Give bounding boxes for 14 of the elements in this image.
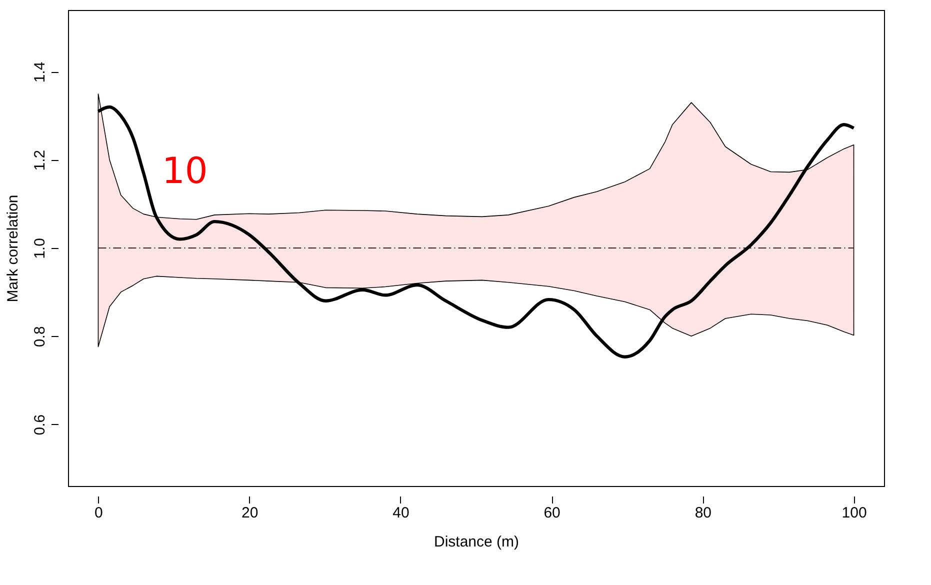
y-tick-label: 1.4	[32, 62, 48, 83]
y-tick-label: 1.2	[32, 150, 48, 171]
y-tick-label: 0.8	[32, 326, 48, 348]
x-tick-label: 60	[544, 504, 560, 522]
y-tick-label: 0.6	[32, 414, 48, 436]
x-tick-label: 80	[694, 504, 712, 522]
y-tick-label: 1.0	[32, 238, 48, 259]
x-tick-label: 100	[842, 504, 867, 522]
x-tick-label: 20	[241, 504, 258, 522]
x-tick-label: 0	[94, 504, 103, 522]
x-axis-title: Distance (m)	[434, 534, 520, 550]
x-tick-label: 40	[392, 504, 410, 522]
annotation: 10	[162, 151, 208, 192]
y-axis-title: Mark correlation	[4, 194, 22, 302]
